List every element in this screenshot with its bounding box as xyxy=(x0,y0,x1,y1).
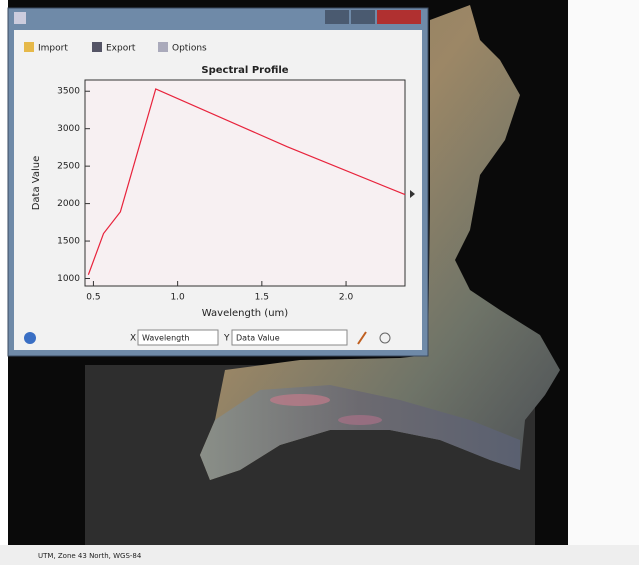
x-control-label: X xyxy=(130,334,136,344)
maximize-button[interactable] xyxy=(351,10,375,24)
chart-title: Spectral Profile xyxy=(201,65,288,76)
x-tick-label: 0.5 xyxy=(86,293,100,303)
urban-area xyxy=(270,394,330,406)
window-icon xyxy=(14,12,26,24)
y-tick-label: 1000 xyxy=(57,274,80,284)
y-axis-label: Data Value xyxy=(31,156,42,211)
status-bar xyxy=(0,545,639,565)
export-menu[interactable]: Export xyxy=(106,44,136,54)
refresh-button[interactable] xyxy=(379,332,391,344)
y-tick-label: 1500 xyxy=(57,237,80,247)
edit-button[interactable] xyxy=(357,331,367,345)
x-dropdown[interactable] xyxy=(137,329,219,346)
y-tick-label: 2500 xyxy=(57,162,80,172)
y-tick-label: 3500 xyxy=(57,87,80,97)
satellite-image xyxy=(200,5,560,480)
x-tick-label: 2.0 xyxy=(339,293,354,303)
y-control-label: Y xyxy=(223,334,230,344)
x-axis-label: Wavelength (um) xyxy=(202,308,288,319)
plot-area xyxy=(84,79,406,287)
y-dropdown[interactable] xyxy=(231,329,348,346)
options-icon xyxy=(158,42,168,52)
urban-area xyxy=(338,415,382,425)
profile-line xyxy=(87,88,406,275)
minimize-button[interactable] xyxy=(325,10,349,24)
x-tick-label: 1.0 xyxy=(170,293,185,303)
options-menu[interactable]: Options xyxy=(172,44,207,54)
close-button[interactable] xyxy=(377,10,421,24)
x-dropdown-value: Wavelength xyxy=(142,334,189,343)
status-text: UTM, Zone 43 North, WGS-84 xyxy=(38,552,142,560)
side-panel xyxy=(568,0,639,545)
y-dropdown-value: Data Value xyxy=(236,334,280,343)
export-icon xyxy=(92,42,102,52)
expand-arrow[interactable] xyxy=(410,190,415,198)
valley-area xyxy=(200,385,520,480)
y-tick-label: 2000 xyxy=(57,199,80,209)
x-tick-label: 1.5 xyxy=(255,293,269,303)
help-button[interactable] xyxy=(24,332,36,344)
y-tick-label: 3000 xyxy=(57,124,80,134)
import-menu[interactable]: Import xyxy=(38,44,68,54)
import-icon xyxy=(24,42,34,52)
